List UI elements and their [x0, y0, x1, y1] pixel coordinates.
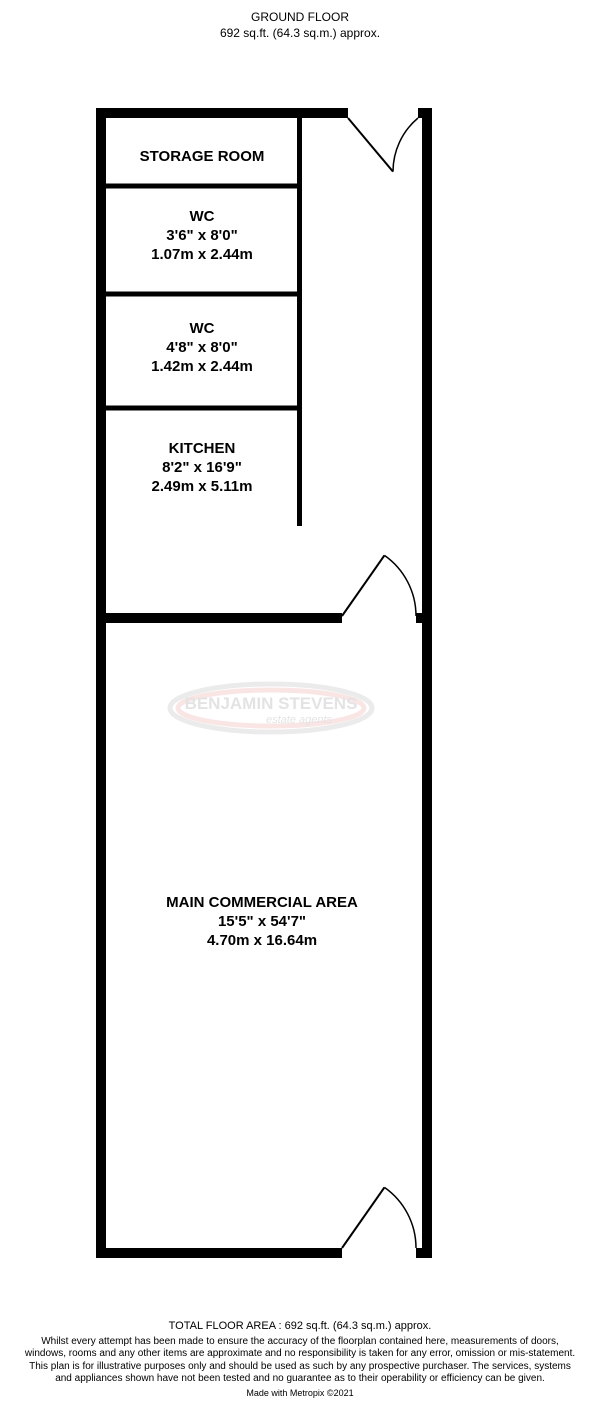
- floorplan-svg: [96, 108, 456, 1278]
- label-wc-2: WC 4'8" x 8'0" 1.42m x 2.44m: [102, 320, 302, 376]
- room-name: KITCHEN: [102, 440, 302, 459]
- label-kitchen: KITCHEN 8'2" x 16'9" 2.49m x 5.11m: [102, 440, 302, 496]
- footer-credit: Made with Metropix ©2021: [20, 1388, 580, 1399]
- room-name: WC: [102, 320, 302, 339]
- footer: TOTAL FLOOR AREA : 692 sq.ft. (64.3 sq.m…: [20, 1320, 580, 1399]
- label-storage-room: STORAGE ROOM: [102, 148, 302, 167]
- room-imperial: 4'8" x 8'0": [102, 339, 302, 358]
- room-metric: 1.42m x 2.44m: [102, 358, 302, 377]
- room-imperial: 15'5" x 54'7": [162, 913, 362, 932]
- room-name: STORAGE ROOM: [102, 148, 302, 167]
- room-metric: 4.70m x 16.64m: [162, 932, 362, 951]
- header: GROUND FLOOR 692 sq.ft. (64.3 sq.m.) app…: [0, 10, 600, 41]
- room-name: MAIN COMMERCIAL AREA: [162, 894, 362, 913]
- room-metric: 1.07m x 2.44m: [102, 246, 302, 265]
- header-title: GROUND FLOOR: [0, 10, 600, 26]
- footer-total-area: TOTAL FLOOR AREA : 692 sq.ft. (64.3 sq.m…: [20, 1320, 580, 1334]
- floorplan: BENJAMIN STEVENSestate agents STORAGE RO…: [96, 108, 456, 1283]
- room-imperial: 3'6" x 8'0": [102, 227, 302, 246]
- header-subtitle: 692 sq.ft. (64.3 sq.m.) approx.: [0, 26, 600, 42]
- room-imperial: 8'2" x 16'9": [102, 459, 302, 478]
- room-name: WC: [102, 208, 302, 227]
- room-metric: 2.49m x 5.11m: [102, 478, 302, 497]
- label-main-commercial-area: MAIN COMMERCIAL AREA 15'5" x 54'7" 4.70m…: [162, 894, 362, 950]
- label-wc-1: WC 3'6" x 8'0" 1.07m x 2.44m: [102, 208, 302, 264]
- footer-disclaimer: Whilst every attempt has been made to en…: [20, 1336, 580, 1386]
